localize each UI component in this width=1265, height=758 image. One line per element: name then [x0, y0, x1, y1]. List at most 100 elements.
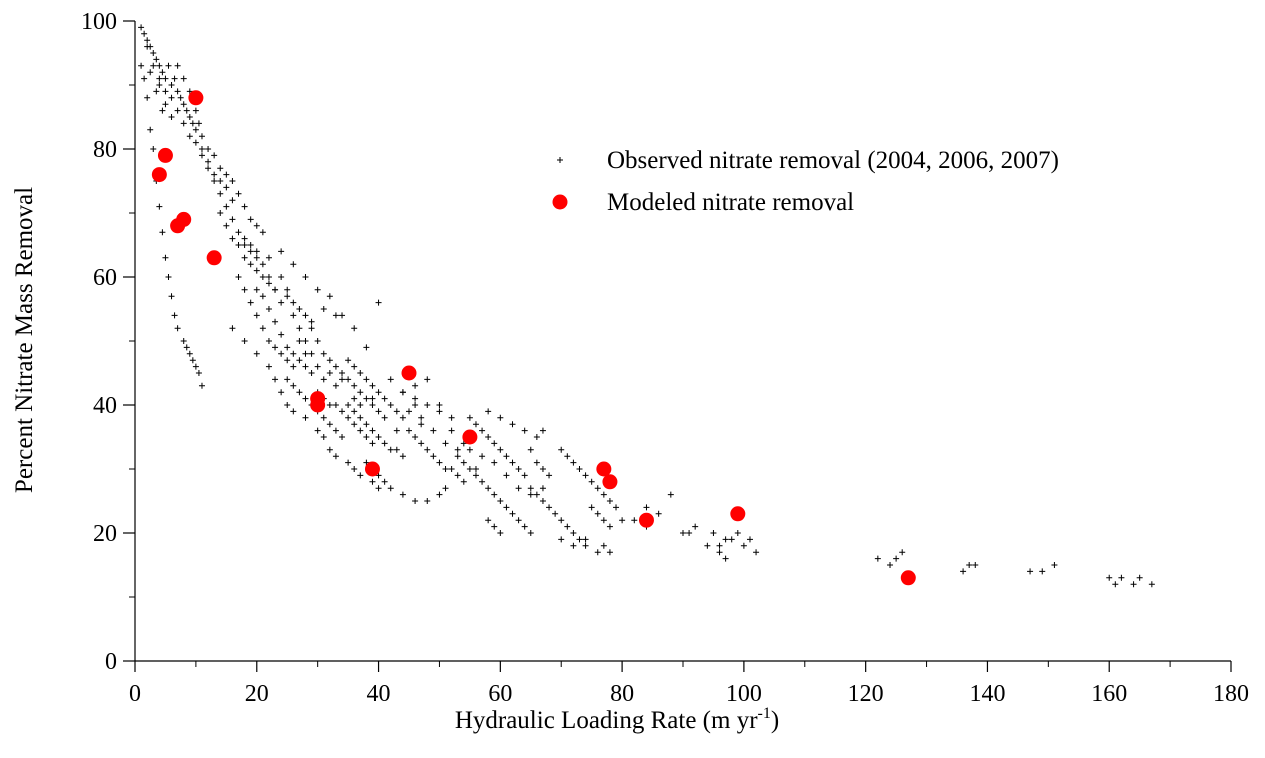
observed-point [302, 350, 309, 357]
observed-point [253, 254, 260, 261]
observed-point [314, 286, 321, 293]
observed-point [533, 434, 540, 440]
legend-label-observed: Observed nitrate removal (2004, 2006, 20… [607, 147, 1059, 174]
observed-point [479, 453, 486, 460]
observed-point [326, 370, 333, 376]
y-axis-label: Percent Nitrate Mass Removal [11, 187, 38, 493]
observed-point [966, 562, 973, 568]
observed-point [351, 466, 358, 472]
observed-point [406, 408, 412, 415]
observed-point [442, 440, 449, 447]
observed-point [710, 530, 717, 536]
modeled-point [157, 147, 173, 163]
observed-point [387, 402, 394, 408]
observed-point [183, 107, 190, 114]
observed-point [527, 491, 534, 498]
observed-point [491, 491, 498, 498]
observed-point [412, 395, 419, 402]
observed-point [259, 229, 266, 236]
observed-point [168, 114, 175, 120]
observed-point [412, 402, 419, 408]
modeled-point [730, 506, 746, 522]
observed-point [150, 50, 157, 56]
observed-point [424, 498, 431, 504]
observed-point [290, 350, 297, 357]
observed-point [576, 536, 583, 543]
observed-point [552, 510, 559, 517]
observed-point [558, 536, 565, 543]
observed-point [1051, 562, 1058, 568]
observed-point [1027, 568, 1034, 575]
observed-point [887, 562, 894, 568]
x-tick-label: 140 [969, 681, 1005, 707]
observed-point [229, 325, 236, 332]
observed-point [168, 293, 175, 300]
observed-point [454, 453, 461, 460]
x-tick-label: 180 [1213, 681, 1249, 707]
observed-point [253, 350, 260, 357]
observed-point [217, 178, 224, 184]
observed-point [564, 523, 571, 530]
observed-point [375, 434, 382, 440]
observed-point [339, 408, 346, 415]
observed-point [162, 101, 169, 108]
observed-point [375, 408, 382, 415]
observed-point [369, 478, 376, 485]
y-tick-label: 40 [93, 393, 117, 419]
observed-point [363, 459, 370, 466]
observed-point [296, 325, 303, 332]
observed-point [192, 126, 199, 133]
observed-point [472, 421, 479, 428]
observed-point [485, 517, 492, 524]
observed-point [418, 421, 425, 428]
observed-point [265, 274, 272, 280]
observed-point [509, 421, 516, 428]
observed-point [546, 504, 553, 511]
x-tick-label: 60 [488, 681, 512, 707]
observed-point [308, 325, 315, 332]
observed-point [192, 107, 199, 114]
observed-point [491, 440, 498, 447]
observed-point [332, 363, 339, 370]
observed-point [153, 56, 160, 63]
observed-point [570, 530, 577, 536]
observed-point [150, 146, 157, 152]
x-tick-label: 40 [367, 681, 391, 707]
observed-point [302, 414, 309, 421]
observed-point [326, 402, 333, 408]
observed-point [198, 152, 205, 159]
observed-point [162, 254, 169, 261]
y-tick-label: 100 [81, 9, 117, 35]
observed-point [205, 158, 212, 165]
observed-point [558, 446, 565, 453]
observed-point [570, 542, 577, 549]
observed-point [183, 344, 190, 351]
axes: 0 20 40 60 80 100 120 140 160 180 0 20 40 60 80 100 [81, 9, 1249, 707]
modeled-point [401, 365, 417, 381]
observed-point [171, 75, 178, 82]
observed-point [1130, 581, 1137, 588]
observed-point [147, 69, 154, 76]
observed-point [515, 466, 522, 472]
observed-point [899, 549, 906, 556]
observed-point [576, 466, 583, 472]
observed-point [442, 466, 449, 472]
observed-point [466, 466, 473, 472]
observed-point [436, 408, 443, 415]
y-tick-label: 60 [93, 265, 117, 291]
observed-point [195, 120, 202, 127]
observed-point [186, 350, 193, 357]
observed-point [229, 197, 236, 204]
observed-point [399, 389, 406, 396]
observed-point [686, 530, 693, 536]
observed-point [655, 510, 662, 517]
observed-point [278, 248, 285, 255]
observed-point [162, 75, 169, 82]
observed-point [253, 222, 260, 229]
observed-point [381, 478, 388, 485]
observed-point [180, 120, 187, 127]
observed-point [165, 62, 172, 69]
observed-point [296, 357, 303, 364]
observed-point [527, 485, 534, 492]
observed-point [205, 165, 212, 172]
